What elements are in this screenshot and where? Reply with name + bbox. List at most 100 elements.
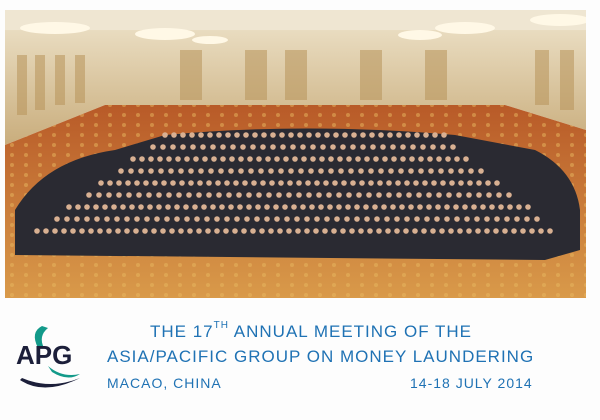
person-head — [426, 204, 432, 210]
person-head — [444, 204, 450, 210]
person-head — [431, 180, 437, 186]
person-head — [270, 144, 276, 150]
person-head — [216, 132, 222, 138]
person-head — [435, 204, 441, 210]
person-head — [106, 192, 112, 198]
ballroom-scene — [5, 10, 586, 298]
person-head — [274, 216, 280, 222]
person-head — [93, 204, 99, 210]
person-head — [86, 192, 92, 198]
person-head — [130, 156, 136, 162]
person-head — [364, 216, 370, 222]
person-head — [440, 144, 446, 150]
person-head — [489, 204, 495, 210]
person-head — [344, 216, 350, 222]
person-head — [120, 204, 126, 210]
person-head — [237, 204, 243, 210]
person-head — [395, 180, 401, 186]
person-head — [198, 132, 204, 138]
person-head — [449, 180, 455, 186]
person-head — [328, 156, 334, 162]
person-head — [384, 216, 390, 222]
person-head — [366, 192, 372, 198]
person-head — [457, 228, 463, 234]
person-head — [138, 168, 144, 174]
person-head — [260, 144, 266, 150]
person-head — [176, 192, 182, 198]
person-head — [331, 228, 337, 234]
person-head — [387, 132, 393, 138]
person-head — [118, 168, 124, 174]
person-head — [150, 144, 156, 150]
person-head — [448, 228, 454, 234]
person-head — [224, 216, 230, 222]
person-head — [456, 192, 462, 198]
person-head — [98, 180, 104, 186]
person-head — [207, 132, 213, 138]
person-head — [116, 180, 122, 186]
person-head — [97, 228, 103, 234]
person-head — [175, 156, 181, 162]
person-head — [168, 168, 174, 174]
person-head — [358, 228, 364, 234]
person-head — [498, 204, 504, 210]
person-head — [474, 216, 480, 222]
person-head — [336, 192, 342, 198]
person-head — [345, 204, 351, 210]
person-head — [84, 216, 90, 222]
person-head — [196, 192, 202, 198]
person-head — [316, 192, 322, 198]
person-head — [124, 216, 130, 222]
person-head — [196, 228, 202, 234]
person-head — [194, 216, 200, 222]
person-head — [453, 204, 459, 210]
person-head — [295, 228, 301, 234]
person-head — [236, 192, 242, 198]
caption-dates: 14-18 JULY 2014 — [410, 375, 533, 391]
person-head — [332, 180, 338, 186]
person-head — [261, 132, 267, 138]
person-head — [438, 168, 444, 174]
person-head — [310, 144, 316, 150]
person-head — [346, 156, 352, 162]
person-head — [413, 180, 419, 186]
person-head — [202, 156, 208, 162]
person-head — [291, 204, 297, 210]
person-head — [211, 156, 217, 162]
person-head — [269, 180, 275, 186]
person-head — [525, 204, 531, 210]
person-head — [368, 168, 374, 174]
person-head — [114, 216, 120, 222]
person-head — [166, 156, 172, 162]
person-head — [445, 156, 451, 162]
person-head — [234, 216, 240, 222]
person-head — [156, 192, 162, 198]
person-head — [286, 192, 292, 198]
person-head — [408, 168, 414, 174]
person-head — [184, 156, 190, 162]
person-head — [178, 228, 184, 234]
person-head — [430, 144, 436, 150]
person-head — [370, 144, 376, 150]
person-head — [276, 192, 282, 198]
person-head — [52, 228, 58, 234]
person-head — [404, 180, 410, 186]
person-head — [421, 228, 427, 234]
person-head — [380, 144, 386, 150]
person-head — [468, 168, 474, 174]
person-head — [246, 204, 252, 210]
person-head — [94, 216, 100, 222]
person-head — [232, 228, 238, 234]
person-head — [210, 144, 216, 150]
person-head — [493, 228, 499, 234]
person-head — [146, 192, 152, 198]
person-head — [184, 216, 190, 222]
person-head — [376, 192, 382, 198]
person-head — [390, 144, 396, 150]
person-head — [160, 144, 166, 150]
person-head — [200, 144, 206, 150]
person-head — [252, 132, 258, 138]
person-head — [133, 228, 139, 234]
person-head — [476, 180, 482, 186]
person-head — [174, 204, 180, 210]
